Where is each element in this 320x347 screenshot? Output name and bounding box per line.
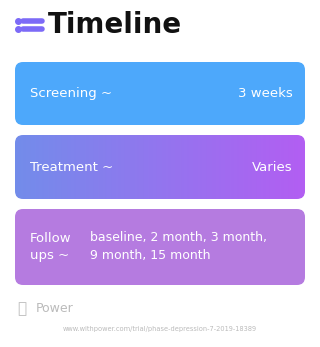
Text: 3 weeks: 3 weeks <box>238 87 293 100</box>
FancyBboxPatch shape <box>15 209 305 285</box>
Text: Timeline: Timeline <box>48 11 182 39</box>
Text: Screening ~: Screening ~ <box>30 87 112 100</box>
Text: Power: Power <box>36 303 74 315</box>
FancyBboxPatch shape <box>15 135 305 199</box>
Text: Varies: Varies <box>252 161 293 174</box>
Text: Follow
ups ~: Follow ups ~ <box>30 231 72 262</box>
Text: baseline, 2 month, 3 month,
9 month, 15 month: baseline, 2 month, 3 month, 9 month, 15 … <box>90 231 267 262</box>
Text: Treatment ~: Treatment ~ <box>30 161 113 174</box>
FancyBboxPatch shape <box>15 62 305 125</box>
Text: www.withpower.com/trial/phase-depression-7-2019-18389: www.withpower.com/trial/phase-depression… <box>63 326 257 332</box>
Text: ␧: ␧ <box>17 302 27 316</box>
